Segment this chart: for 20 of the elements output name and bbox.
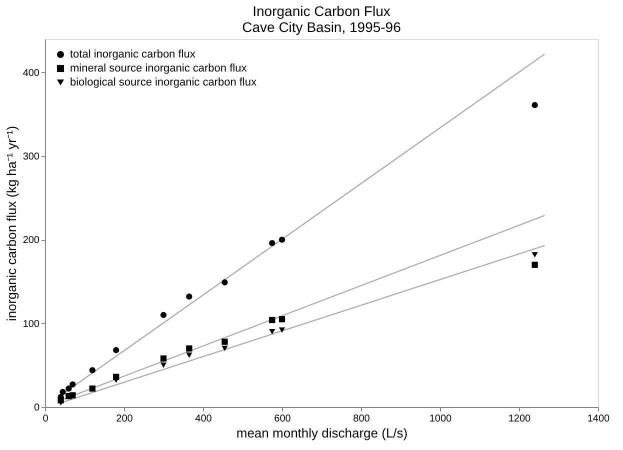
chart-subtitle: Cave City Basin, 1995-96: [242, 19, 402, 35]
legend-label: biological source inorganic carbon flux: [70, 76, 257, 88]
y-tick-label: 400: [22, 68, 40, 79]
y-tick-label: 0: [34, 402, 40, 414]
legend-label: total inorganic carbon flux: [70, 48, 196, 60]
legend-label: mineral source inorganic carbon flux: [70, 62, 248, 74]
x-tick-label: 0: [42, 414, 49, 424]
x-tick-label: 600: [274, 414, 292, 424]
y-tick-label: 100: [22, 318, 40, 330]
x-tick-label: 800: [353, 414, 370, 424]
x-axis-title: mean monthly discharge (L/s): [236, 426, 408, 440]
x-tick-label: 1200: [508, 414, 532, 424]
chart-title: Inorganic Carbon Flux: [252, 3, 390, 19]
x-tick-label: 1400: [587, 414, 610, 424]
y-tick-label: 200: [22, 235, 40, 246]
x-tick-label: 1000: [429, 414, 452, 424]
x-tick-label: 200: [116, 414, 134, 424]
y-tick-label: 300: [22, 152, 40, 163]
x-tick-label: 400: [195, 414, 212, 424]
y-axis-title: inorganic carbon flux (kg ha⁻¹ yr⁻¹): [4, 126, 19, 322]
